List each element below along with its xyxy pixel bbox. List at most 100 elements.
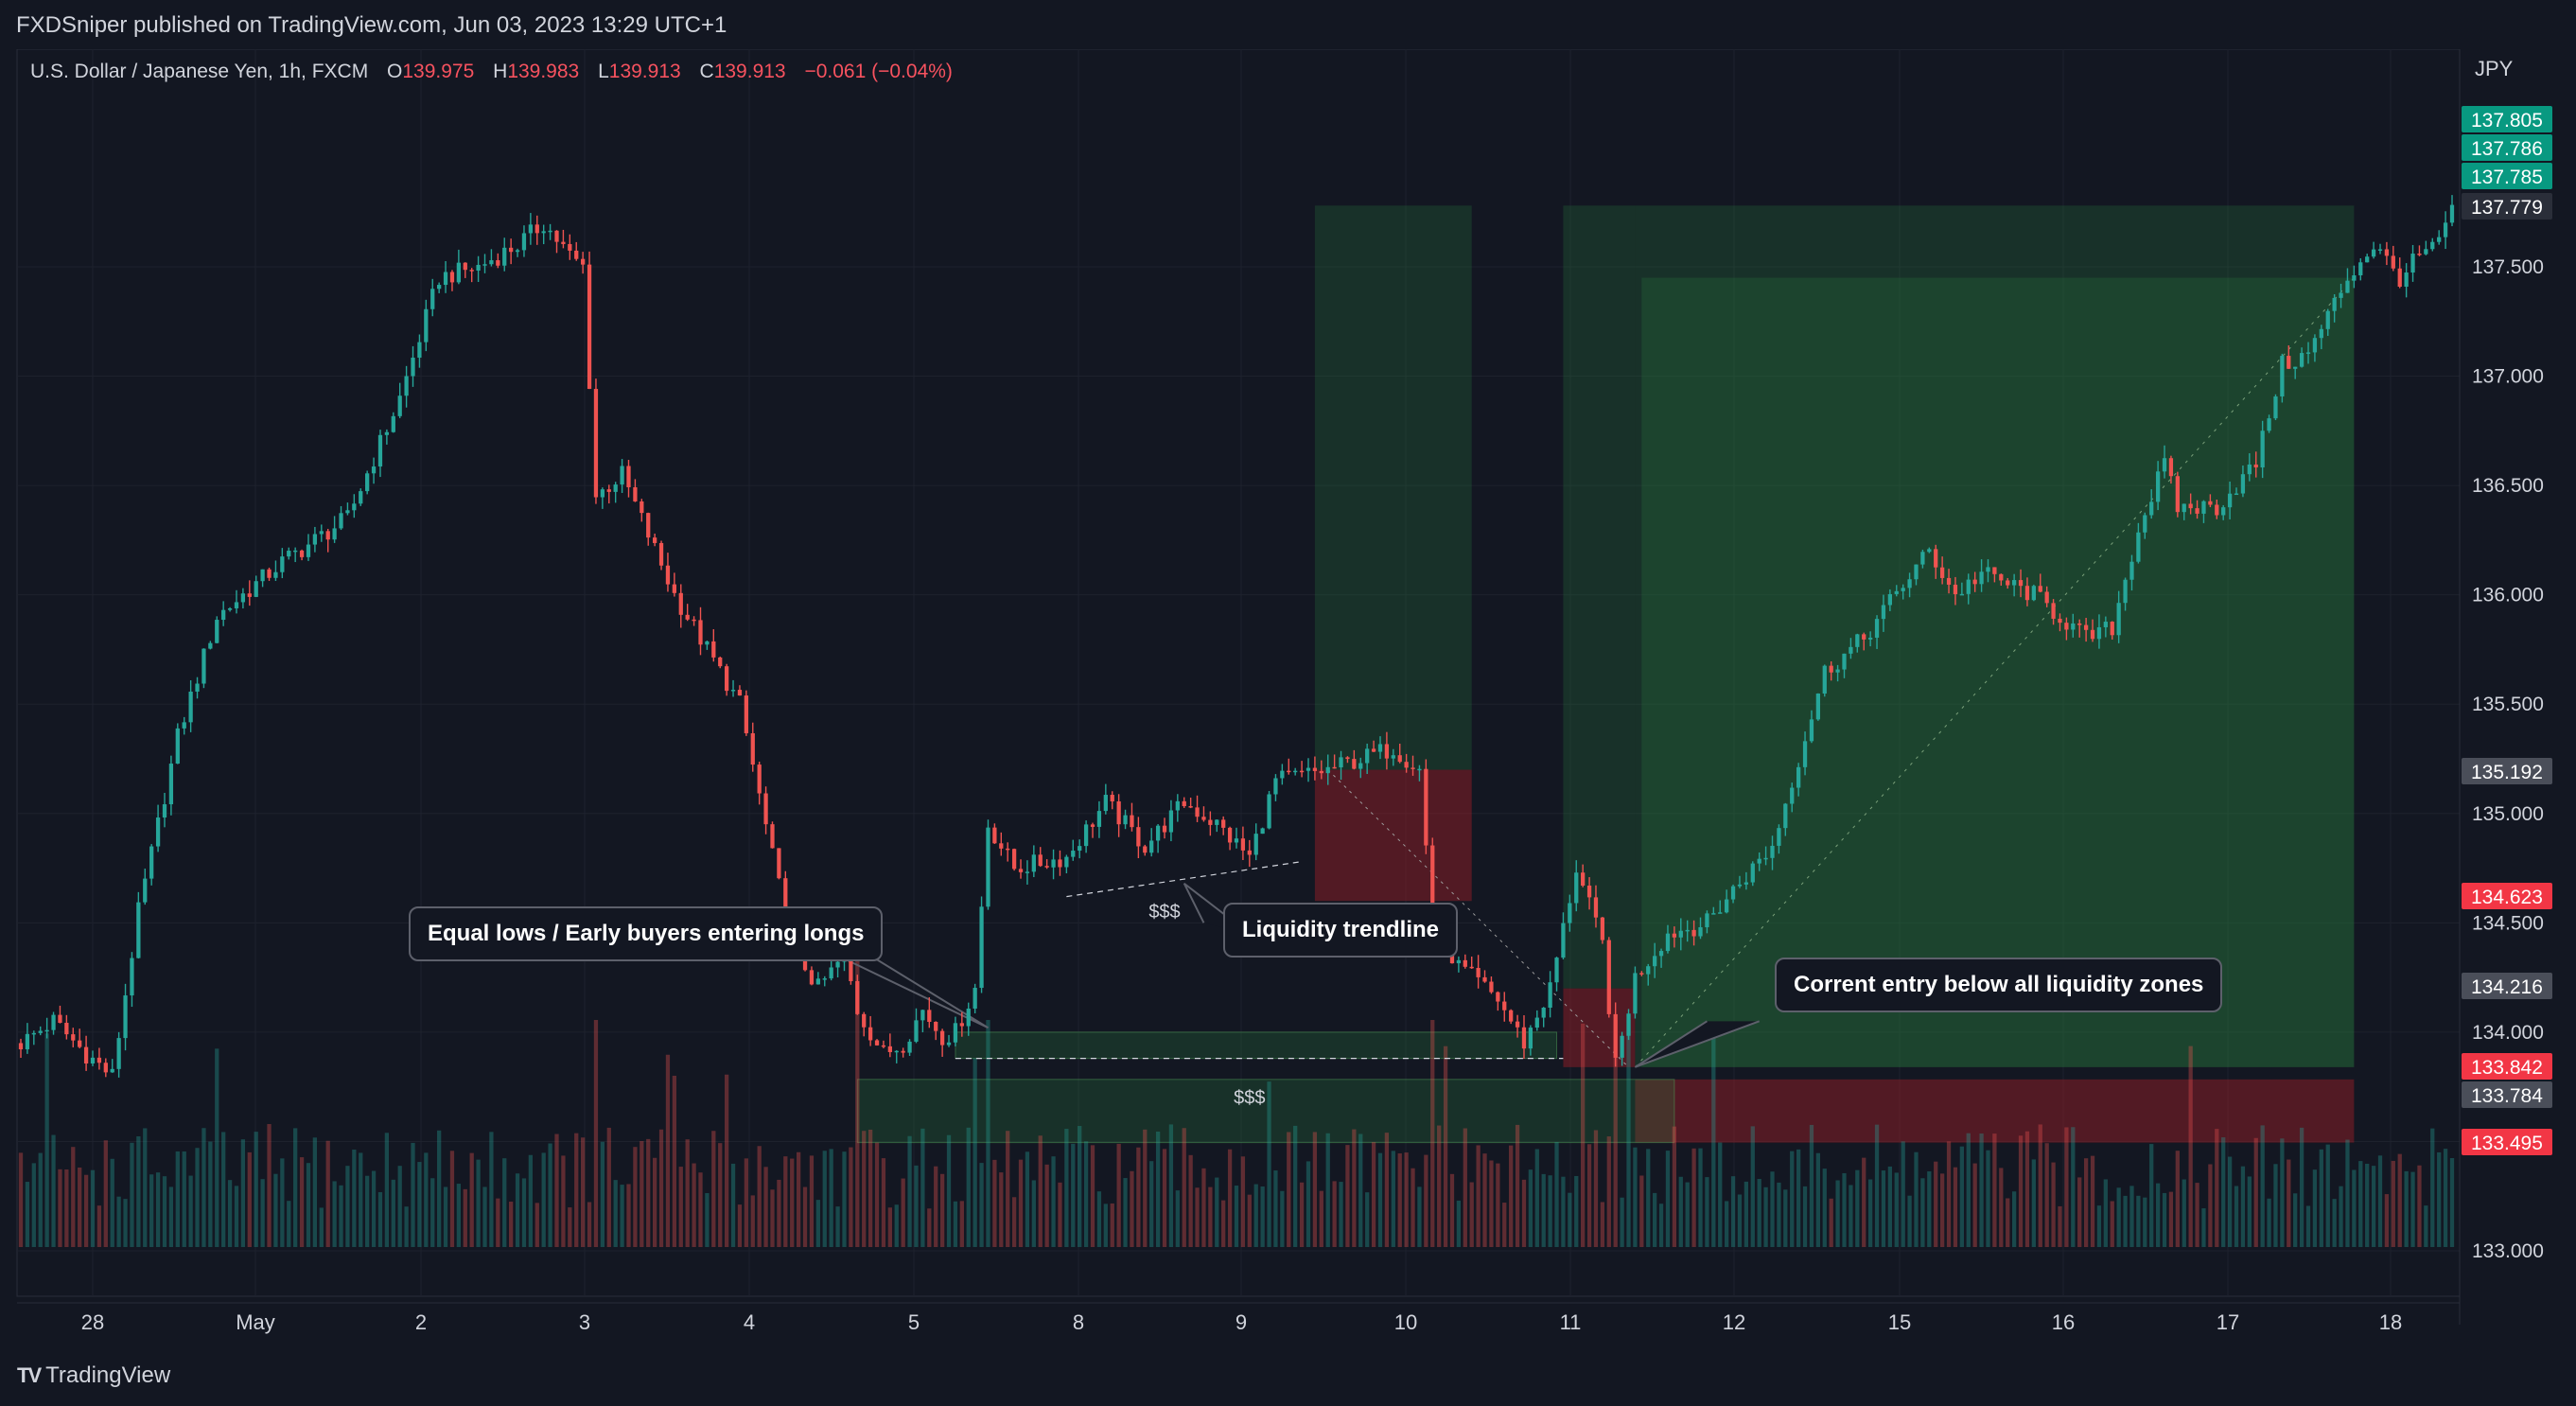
- volume-bar: [1586, 1144, 1592, 1247]
- candle-body: [143, 878, 148, 903]
- candle-body: [2293, 366, 2298, 369]
- annotation-lines: [837, 277, 2355, 1068]
- volume-bar: [1796, 1149, 1801, 1247]
- volume-bar: [1718, 1142, 1723, 1247]
- candle-body: [136, 902, 141, 958]
- volume-bar: [509, 1202, 514, 1247]
- candle-body: [502, 247, 507, 266]
- volume-bar: [1541, 1173, 1546, 1247]
- volume-bar: [1874, 1124, 1880, 1247]
- candle-body: [2299, 353, 2304, 367]
- candle-body: [404, 376, 409, 396]
- candle-body: [606, 489, 611, 492]
- candle-body: [489, 260, 494, 265]
- volume-bar: [862, 1131, 867, 1247]
- candle-body: [730, 690, 736, 692]
- volume-bar: [802, 1186, 808, 1247]
- volume-bar: [345, 1166, 350, 1247]
- volume-bar: [1966, 1133, 1971, 1247]
- zone-green-5: [1641, 277, 2355, 1067]
- volume-bar: [411, 1142, 415, 1247]
- time-tick-7: 9: [1235, 1310, 1247, 1334]
- price-label-bg-9: [2462, 1129, 2552, 1155]
- volume-bar: [2162, 1192, 2167, 1247]
- close-label: C: [699, 61, 714, 82]
- volume-bar: [2215, 1129, 2219, 1247]
- time-tick-4: 4: [744, 1310, 755, 1334]
- volume-bar: [1456, 1200, 1462, 1247]
- volume-bar: [2096, 1205, 2102, 1247]
- candle-body: [1038, 854, 1043, 867]
- candle-body: [1358, 763, 1363, 769]
- volume-bar: [1149, 1161, 1154, 1247]
- volume-bar: [1299, 1182, 1305, 1247]
- volume-bar: [574, 1133, 579, 1247]
- volume-bar: [2280, 1138, 2285, 1247]
- candle-body: [1672, 933, 1677, 938]
- volume-bar: [155, 1172, 161, 1247]
- volume-bar: [2287, 1159, 2291, 1247]
- candle-body: [463, 262, 467, 271]
- candle-body: [1182, 800, 1186, 807]
- candle-body: [2110, 622, 2114, 636]
- volume-bar: [1862, 1157, 1866, 1247]
- volume-bar: [1031, 1180, 1036, 1247]
- candle-body: [1835, 669, 1840, 673]
- candle-body: [1874, 619, 1880, 638]
- volume-bar: [2371, 1166, 2376, 1247]
- volume-bar: [568, 1207, 572, 1247]
- price-label-bg-2: [2462, 163, 2552, 189]
- volume-bar: [705, 1193, 710, 1247]
- volume-bar: [1920, 1178, 1925, 1247]
- candle-body: [515, 250, 520, 253]
- volume-bar: [1665, 1151, 1671, 1247]
- chart-canvas[interactable]: 133.000133.500134.000134.500135.000135.5…: [0, 49, 2576, 1355]
- volume-bar: [796, 1151, 801, 1247]
- zone-red-3: [1563, 988, 1636, 1067]
- volume-bar: [2044, 1143, 2049, 1247]
- volume-bar: [815, 1200, 820, 1247]
- candle-body: [1195, 807, 1200, 817]
- volume-bar: [959, 1201, 964, 1247]
- candle-body: [417, 342, 422, 359]
- candle-body: [2247, 464, 2252, 475]
- volume-bar: [1515, 1124, 1520, 1247]
- volume-bar: [1188, 1154, 1193, 1247]
- candle-body: [1725, 899, 1729, 913]
- currency-label[interactable]: JPY: [2475, 57, 2514, 80]
- volume-bar: [1345, 1145, 1350, 1247]
- price-tick-7: 136.500: [2472, 475, 2544, 497]
- volume-bar: [1992, 1134, 1997, 1247]
- candle-body: [1718, 912, 1723, 914]
- open-value: 139.975: [402, 61, 475, 82]
- volume-bar: [1195, 1187, 1200, 1247]
- candle-body: [809, 970, 815, 985]
- candle-body: [162, 804, 167, 818]
- candle-body: [1116, 800, 1121, 825]
- candle-body: [58, 1014, 62, 1024]
- volume-bar: [273, 1173, 278, 1247]
- candle-body: [424, 308, 429, 343]
- volume-bar: [1116, 1143, 1121, 1247]
- candle-body: [339, 513, 343, 529]
- volume-bar: [992, 1159, 997, 1247]
- candle-body: [2287, 356, 2291, 369]
- candle-body: [260, 569, 265, 582]
- candle-body: [1502, 1001, 1507, 1011]
- volume-bar: [2325, 1144, 2330, 1247]
- volume-bar: [456, 1184, 462, 1247]
- volume-bar: [1280, 1190, 1285, 1247]
- volume-bar: [2267, 1198, 2271, 1247]
- candle-body: [633, 486, 638, 501]
- callout-liquidity-trendline-text: Liquidity trendline: [1242, 917, 1439, 942]
- candle-body: [352, 503, 357, 511]
- candle-body: [509, 247, 514, 253]
- time-tick-2: 2: [415, 1310, 427, 1334]
- candle-body: [1110, 795, 1114, 801]
- candle-body: [1384, 744, 1390, 759]
- candle-body: [2143, 515, 2147, 533]
- candle-body: [698, 620, 703, 645]
- footer-brand[interactable]: TV TradingView: [17, 1362, 170, 1389]
- candle-body: [2437, 237, 2442, 242]
- candle-body: [2136, 532, 2141, 562]
